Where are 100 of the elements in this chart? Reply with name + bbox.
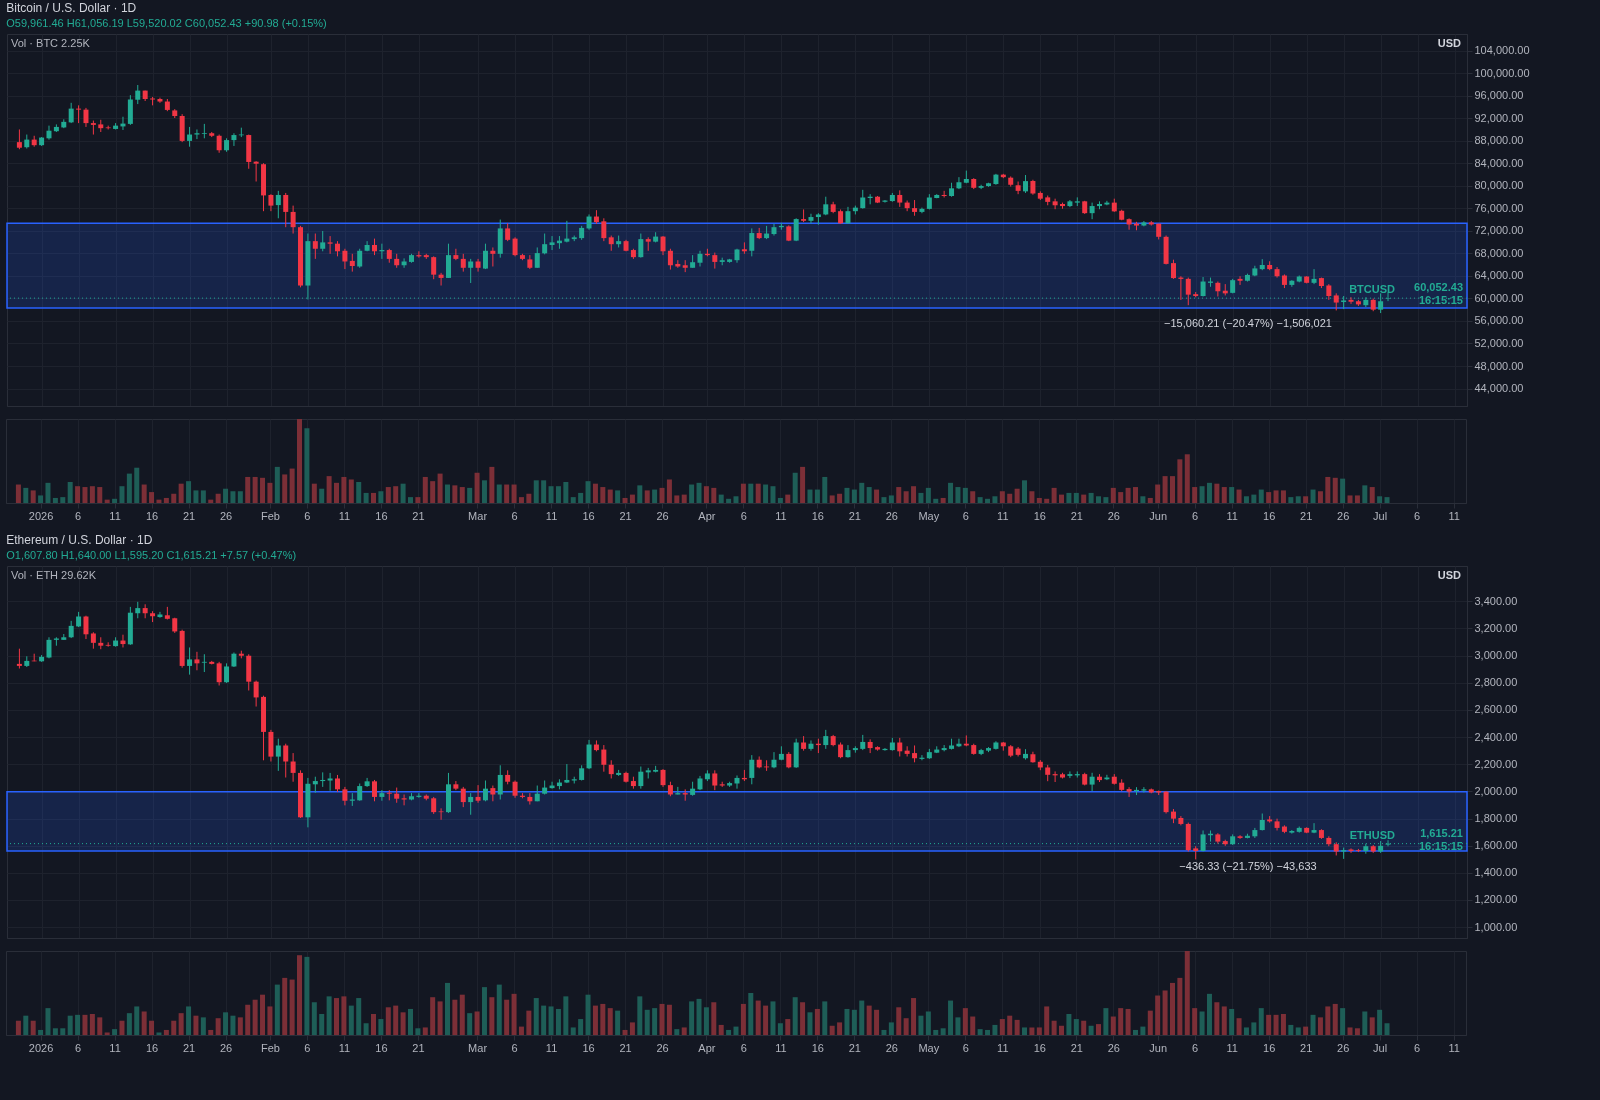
bar	[740, 483, 746, 503]
bar	[770, 486, 776, 503]
candlestick	[357, 248, 363, 269]
candlestick	[601, 217, 607, 242]
bar	[363, 1023, 369, 1035]
bar	[748, 483, 754, 503]
bar	[644, 490, 650, 503]
ref-line-label: ETHUSD	[1349, 828, 1396, 841]
bar	[252, 476, 258, 503]
y-tick-label: 1,200.00	[1474, 893, 1518, 906]
bar	[459, 487, 465, 503]
bar	[60, 1028, 66, 1035]
bar	[814, 489, 820, 503]
bar	[925, 487, 931, 503]
annotation: USD	[1437, 569, 1462, 581]
bar	[163, 1029, 169, 1035]
bar	[200, 1017, 206, 1035]
bar	[422, 476, 428, 503]
x-tick-label: 11	[997, 1041, 1009, 1054]
bar	[851, 489, 857, 503]
bar	[334, 482, 340, 503]
bar	[615, 1010, 621, 1035]
candlestick	[105, 641, 111, 648]
bar	[777, 497, 783, 503]
bar	[1162, 990, 1168, 1035]
bar	[407, 497, 413, 503]
candlestick	[490, 246, 496, 267]
bar	[1243, 496, 1249, 503]
candlestick	[445, 243, 451, 279]
x-tick-label: 11	[338, 509, 351, 522]
bar	[82, 1014, 88, 1035]
bar	[1325, 476, 1331, 503]
bar	[1073, 1019, 1079, 1035]
bar	[1340, 1008, 1346, 1035]
bar	[1199, 1011, 1205, 1035]
x-tick-label: 16	[1033, 509, 1046, 522]
bar	[371, 492, 376, 503]
bar	[289, 979, 295, 1035]
bar	[888, 495, 894, 503]
x-tick-label: 16	[582, 1041, 595, 1054]
bar	[644, 1009, 650, 1035]
bar	[881, 497, 887, 503]
x-tick-label: 26	[1107, 509, 1120, 522]
bar	[955, 487, 961, 503]
bar	[1303, 496, 1309, 503]
x-tick-label: 26	[656, 509, 669, 522]
bar	[1288, 497, 1294, 503]
bar	[970, 1016, 976, 1035]
x-tick-label: 6	[740, 1041, 747, 1054]
bar	[911, 486, 917, 503]
bar	[1140, 496, 1146, 503]
bar	[541, 1005, 547, 1035]
bar	[555, 1008, 561, 1035]
candlestick	[216, 661, 222, 686]
bar	[777, 1023, 783, 1035]
candlestick	[468, 792, 474, 816]
candlestick	[638, 766, 644, 790]
bar	[481, 480, 487, 503]
x-tick-label: 21	[1300, 1041, 1313, 1054]
bar	[622, 497, 628, 503]
candlestick	[749, 754, 755, 785]
bar	[1377, 1009, 1383, 1035]
x-tick-label: 16	[1033, 1041, 1046, 1054]
candlestick	[897, 737, 903, 757]
bar	[607, 1008, 613, 1035]
bar	[1132, 487, 1138, 503]
bar	[193, 1015, 199, 1035]
y-tick-label: 3,200.00	[1474, 621, 1518, 634]
bar	[267, 1006, 273, 1035]
bar	[1258, 489, 1264, 503]
bar	[496, 984, 502, 1035]
bar	[1169, 982, 1175, 1035]
candlestick	[401, 793, 407, 806]
bar	[1384, 1023, 1390, 1035]
bar	[1221, 487, 1227, 503]
bar	[1251, 1022, 1257, 1035]
candlestick	[860, 189, 866, 210]
bar	[75, 1014, 81, 1035]
x-tick-label: 11	[1226, 1041, 1238, 1054]
ref-line-label: BTCUSD	[1349, 283, 1396, 296]
bar	[1280, 1014, 1286, 1035]
candlestick	[275, 190, 281, 219]
bar	[1221, 1006, 1227, 1035]
x-tick-label: 21	[848, 509, 861, 522]
candlestick	[386, 789, 392, 801]
x-tick-label: 6	[511, 509, 518, 522]
candlestick	[638, 233, 644, 259]
candlestick	[1348, 847, 1354, 854]
x-tick-label: 11	[997, 509, 1009, 522]
candlestick	[253, 160, 259, 182]
bar	[866, 487, 872, 503]
bar	[208, 1029, 214, 1035]
bar	[652, 489, 658, 503]
x-tick-label: 11	[109, 509, 121, 522]
bar	[274, 466, 280, 503]
bar	[970, 491, 976, 503]
bar	[526, 493, 532, 503]
bar	[518, 1026, 524, 1035]
bar	[437, 473, 443, 503]
bar	[992, 1024, 998, 1035]
